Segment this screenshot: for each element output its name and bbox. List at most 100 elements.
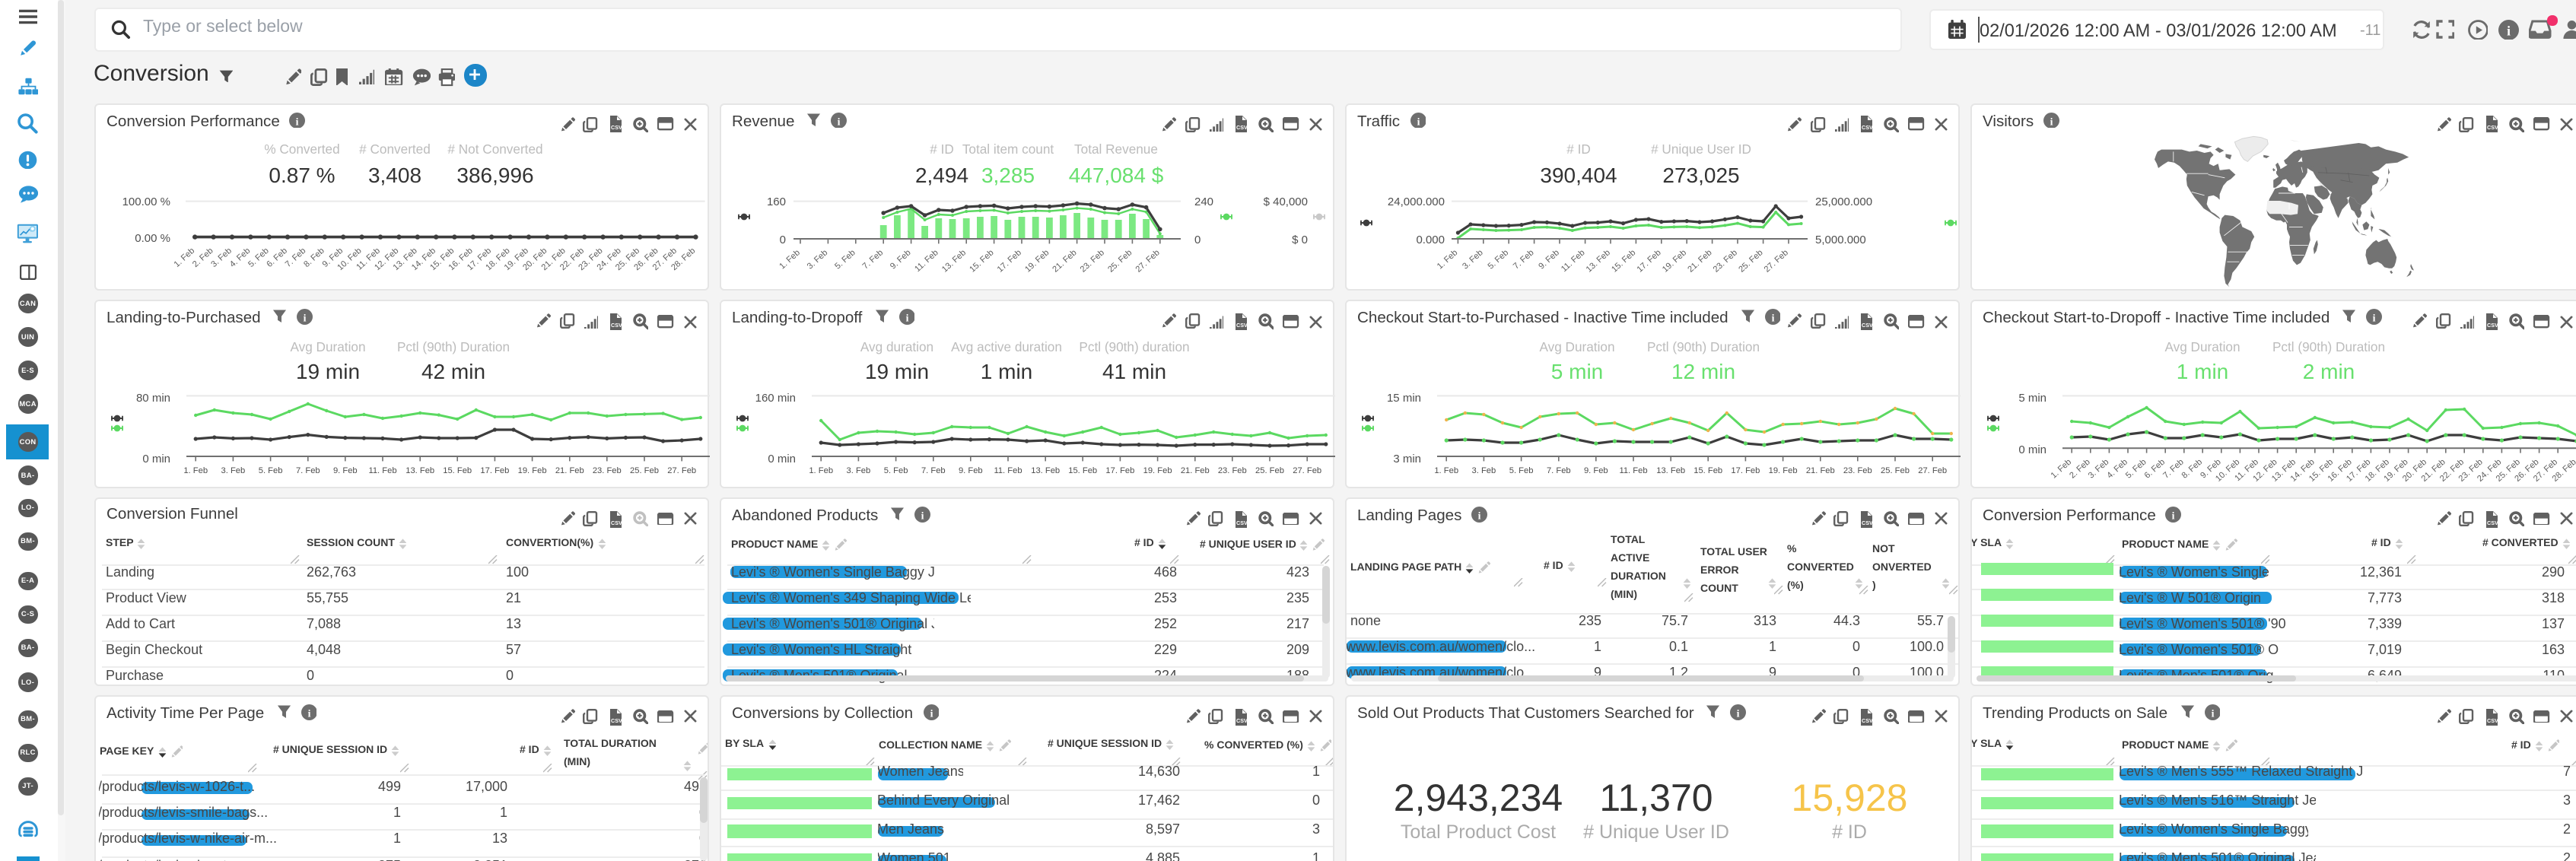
svg-text:11. Feb: 11. Feb <box>993 467 1021 476</box>
svg-text:i: i <box>838 116 841 127</box>
svg-text:2. Feb: 2. Feb <box>2067 458 2091 481</box>
svg-text:i: i <box>304 313 307 324</box>
svg-text:i: i <box>921 510 924 522</box>
svg-text:21. Feb: 21. Feb <box>1050 248 1077 274</box>
svg-text:27. Feb: 27. Feb <box>1917 467 1946 476</box>
svg-text:15. Feb: 15. Feb <box>1067 467 1096 476</box>
svg-text:i: i <box>2508 23 2511 38</box>
svg-text:5. Feb: 5. Feb <box>1486 248 1510 271</box>
svg-text:19. Feb: 19. Feb <box>1143 467 1172 476</box>
svg-text:5. Feb: 5. Feb <box>258 467 282 476</box>
svg-text:5. Feb: 5. Feb <box>1509 467 1533 476</box>
svg-text:5. Feb: 5. Feb <box>246 246 270 268</box>
svg-text:CSV: CSV <box>1236 519 1248 526</box>
svg-text:13. Feb: 13. Feb <box>1030 467 1059 476</box>
svg-text:27. Feb: 27. Feb <box>1292 467 1321 476</box>
svg-text:i: i <box>1771 313 1774 324</box>
svg-text:21. Feb: 21. Feb <box>1685 248 1713 274</box>
svg-text:27. Feb: 27. Feb <box>1134 248 1161 274</box>
svg-text:6. Feb: 6. Feb <box>264 246 288 268</box>
svg-text:19. Feb: 19. Feb <box>1768 467 1797 476</box>
svg-text:CSV: CSV <box>1236 124 1248 131</box>
svg-text:21. Feb: 21. Feb <box>1180 467 1209 476</box>
svg-text:CSV: CSV <box>2487 519 2498 526</box>
svg-text:5. Feb: 5. Feb <box>832 248 857 271</box>
svg-text:9. Feb: 9. Feb <box>1583 467 1608 476</box>
svg-text:15. Feb: 15. Feb <box>1609 248 1636 274</box>
svg-text:19. Feb: 19. Feb <box>1660 248 1687 274</box>
svg-text:9. Feb: 9. Feb <box>888 248 912 271</box>
svg-text:i: i <box>2211 708 2214 720</box>
svg-text:11. Feb: 11. Feb <box>1618 467 1646 476</box>
svg-text:1. Feb: 1. Feb <box>172 246 196 268</box>
svg-text:7. Feb: 7. Feb <box>1546 467 1570 476</box>
svg-text:27. Feb: 27. Feb <box>1762 248 1789 274</box>
svg-text:21. Feb: 21. Feb <box>555 467 584 476</box>
svg-text:8. Feb: 8. Feb <box>301 246 326 268</box>
svg-text:13. Feb: 13. Feb <box>1655 467 1684 476</box>
svg-text:1. Feb: 1. Feb <box>1433 467 1458 476</box>
svg-text:17. Feb: 17. Feb <box>1730 467 1759 476</box>
svg-text:2. Feb: 2. Feb <box>190 246 215 268</box>
svg-text:CSV: CSV <box>611 124 622 131</box>
svg-text:4. Feb: 4. Feb <box>227 246 252 268</box>
svg-text:11. Feb: 11. Feb <box>367 467 396 476</box>
svg-text:CSV: CSV <box>611 716 622 723</box>
svg-text:3. Feb: 3. Feb <box>1460 248 1484 271</box>
svg-text:7. Feb: 7. Feb <box>2161 458 2185 481</box>
svg-text:23. Feb: 23. Feb <box>1711 248 1738 274</box>
svg-text:17. Feb: 17. Feb <box>1105 467 1134 476</box>
svg-text:CSV: CSV <box>1236 321 1248 328</box>
svg-text:CSV: CSV <box>1862 124 1873 131</box>
svg-text:CSV: CSV <box>1862 716 1873 723</box>
svg-text:i: i <box>307 708 310 720</box>
svg-text:25. Feb: 25. Feb <box>1105 248 1133 274</box>
svg-text:1. Feb: 1. Feb <box>808 467 832 476</box>
svg-text:CSV: CSV <box>2487 124 2498 131</box>
svg-text:9. Feb: 9. Feb <box>958 467 982 476</box>
svg-text:25. Feb: 25. Feb <box>1880 467 1909 476</box>
svg-text:3. Feb: 3. Feb <box>208 246 233 268</box>
svg-text:i: i <box>1478 510 1481 522</box>
svg-text:25. Feb: 25. Feb <box>1255 467 1283 476</box>
svg-text:1. Feb: 1. Feb <box>777 248 801 271</box>
svg-text:5. Feb: 5. Feb <box>2123 458 2148 481</box>
svg-text:i: i <box>296 116 299 127</box>
svg-text:4. Feb: 4. Feb <box>2104 458 2129 481</box>
svg-text:i: i <box>930 708 933 720</box>
svg-text:17. Feb: 17. Feb <box>479 467 508 476</box>
svg-text:7. Feb: 7. Feb <box>921 467 945 476</box>
svg-text:i: i <box>2172 510 2175 522</box>
svg-text:i: i <box>1417 116 1420 127</box>
svg-text:25. Feb: 25. Feb <box>1736 248 1763 274</box>
svg-text:7. Feb: 7. Feb <box>1511 248 1535 271</box>
svg-text:6. Feb: 6. Feb <box>2142 458 2167 481</box>
svg-text:15. Feb: 15. Feb <box>967 248 994 274</box>
svg-text:27. Feb: 27. Feb <box>666 467 695 476</box>
svg-text:3. Feb: 3. Feb <box>1471 467 1496 476</box>
svg-text:23. Feb: 23. Feb <box>1078 248 1105 274</box>
svg-text:CSV: CSV <box>611 321 622 328</box>
svg-text:i: i <box>905 313 908 324</box>
svg-text:i: i <box>1737 708 1740 720</box>
svg-text:17. Feb: 17. Feb <box>995 248 1022 274</box>
svg-text:CSV: CSV <box>1236 716 1248 723</box>
svg-text:23. Feb: 23. Feb <box>1843 467 1872 476</box>
svg-text:7. Feb: 7. Feb <box>295 467 320 476</box>
svg-text:3. Feb: 3. Feb <box>2086 458 2110 481</box>
svg-text:9. Feb: 9. Feb <box>1536 248 1560 271</box>
svg-text:15. Feb: 15. Feb <box>442 467 471 476</box>
svg-text:1. Feb: 1. Feb <box>1435 248 1459 271</box>
svg-text:CSV: CSV <box>2487 716 2498 723</box>
svg-text:25. Feb: 25. Feb <box>629 467 658 476</box>
svg-text:23. Feb: 23. Feb <box>592 467 621 476</box>
svg-text:1. Feb: 1. Feb <box>2049 458 2073 481</box>
svg-text:i: i <box>2373 313 2376 324</box>
svg-text:21. Feb: 21. Feb <box>1805 467 1834 476</box>
svg-text:7. Feb: 7. Feb <box>283 246 307 268</box>
svg-text:23. Feb: 23. Feb <box>1217 467 1246 476</box>
svg-text:3. Feb: 3. Feb <box>846 467 870 476</box>
svg-text:5. Feb: 5. Feb <box>883 467 908 476</box>
svg-text:15. Feb: 15. Feb <box>1693 467 1722 476</box>
svg-text:7. Feb: 7. Feb <box>860 248 885 271</box>
